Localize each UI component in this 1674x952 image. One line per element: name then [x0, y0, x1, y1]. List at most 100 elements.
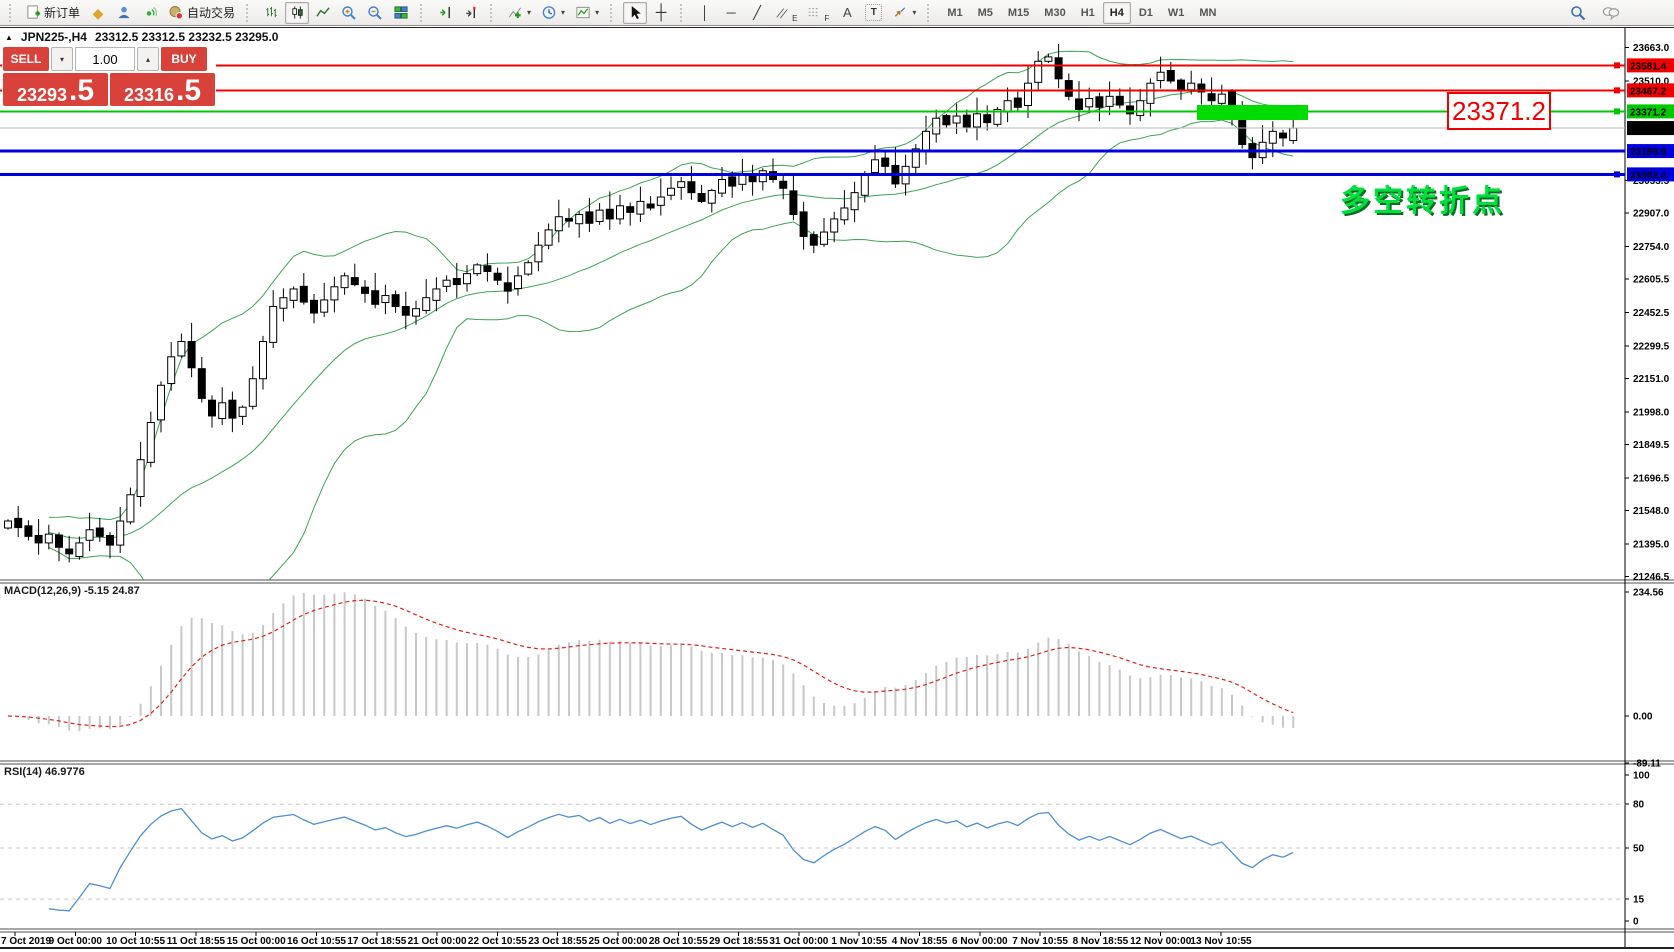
price-annotation-box[interactable]: 23371.2: [1447, 92, 1551, 130]
channel-letter: E: [792, 13, 798, 23]
volume-input[interactable]: [75, 47, 135, 71]
timeframe-H4[interactable]: H4: [1102, 1, 1131, 24]
price-marker-label: [1627, 58, 1674, 73]
price-marker-text: 23189.9: [1630, 147, 1667, 158]
search-button[interactable]: [1566, 2, 1590, 24]
timeframe-M5[interactable]: M5: [971, 2, 1000, 24]
axis-tick-label: 22605.5: [1633, 275, 1670, 286]
timeframe-M30[interactable]: M30: [1037, 2, 1072, 24]
arrows-tool-button[interactable]: ▾: [888, 2, 920, 24]
price-line-marker[interactable]: [1614, 62, 1620, 69]
axis-tick-label: 22299.5: [1633, 341, 1670, 352]
community-icon: [118, 6, 130, 19]
trendline-tool-button[interactable]: ╱: [745, 2, 769, 24]
price-marker-text: 23467.2: [1630, 86, 1667, 97]
community-button[interactable]: [112, 2, 136, 24]
timeframe-MN[interactable]: MN: [1192, 2, 1223, 24]
tile-windows-button[interactable]: [389, 2, 413, 24]
channel-tool-button[interactable]: E: [771, 2, 801, 24]
signals-button[interactable]: [138, 2, 162, 24]
cursor-tool-button[interactable]: [623, 1, 648, 24]
autotrading-button[interactable]: 自动交易: [164, 2, 239, 24]
market-button[interactable]: ◆: [86, 2, 110, 24]
toolbar-group-separator: [680, 3, 687, 22]
axis-tick-label: 21548.0: [1633, 506, 1670, 517]
bar-chart-button[interactable]: [259, 2, 283, 24]
zoom-out-icon: [368, 5, 382, 20]
time-tick-label: 16 Oct 10:55: [287, 936, 346, 947]
channel-icon: [776, 7, 788, 19]
arrows-icon: [895, 7, 906, 17]
timeframe-H1[interactable]: H1: [1074, 2, 1102, 24]
ask-frac: .5: [176, 74, 202, 107]
turning-point-annotation[interactable]: 多空转折点: [1340, 185, 1505, 218]
axis-tick-label: 234.56: [1633, 588, 1664, 599]
buy-button[interactable]: BUY: [161, 47, 207, 71]
chart-shift-button[interactable]: [459, 2, 483, 24]
collapse-marker-icon[interactable]: ▲: [5, 32, 13, 42]
autotrading-icon: [169, 6, 183, 20]
axis-tick-label: 22754.0: [1633, 242, 1670, 253]
text-label-tool-button[interactable]: T: [861, 2, 886, 24]
crosshair-tool-button[interactable]: ┼: [649, 2, 673, 24]
time-tick-label: 4 Nov 18:55: [892, 936, 948, 947]
volume-increase-button[interactable]: ▴: [137, 47, 159, 71]
new-order-button[interactable]: 新订单: [22, 2, 84, 24]
search-icon: [1571, 5, 1586, 20]
zoom-out-button[interactable]: [363, 2, 387, 24]
vertical-line-tool-button[interactable]: │: [693, 2, 717, 24]
axis-tick-label: 80: [1633, 800, 1645, 811]
text-tool-icon: A: [842, 5, 852, 20]
dropdown-caret-icon: ▾: [595, 8, 600, 17]
horizontal-line-tool-button[interactable]: ─: [719, 2, 743, 24]
toolbar-group-separator: [490, 3, 497, 22]
price-marker-label: [1627, 121, 1674, 136]
price-line-marker[interactable]: [1614, 87, 1620, 94]
timeframe-M15[interactable]: M15: [1001, 2, 1036, 24]
templates-button[interactable]: ▾: [571, 2, 603, 24]
bid-price[interactable]: 23293 .5: [3, 73, 108, 106]
zoom-in-button[interactable]: [337, 2, 361, 24]
time-tick-label: 13 Nov 10:55: [1190, 936, 1252, 947]
sell-button[interactable]: SELL: [3, 47, 49, 71]
gem-icon: ◆: [92, 4, 104, 21]
bar-chart-icon: [265, 6, 277, 18]
indicators-button[interactable]: ▾: [503, 2, 535, 24]
volume-decrease-button[interactable]: ▾: [51, 47, 73, 71]
zoom-in-icon: [342, 5, 356, 20]
macd-signal-line: [7, 599, 1294, 728]
text-tool-button[interactable]: A: [835, 2, 859, 24]
text-label-icon: T: [865, 4, 883, 21]
candles: [4, 44, 1298, 563]
price-marker-label: [1627, 144, 1674, 159]
time-tick-label: 17 Oct 18:55: [347, 936, 406, 947]
ask-price[interactable]: 23316 .5: [110, 73, 215, 106]
chat-button[interactable]: [1598, 2, 1624, 24]
periods-button[interactable]: ▾: [537, 2, 569, 24]
toolbar-group-separator: [927, 3, 934, 22]
price-line-marker[interactable]: [1614, 108, 1620, 115]
tile-windows-icon: [394, 6, 408, 19]
axis-tick-label: 23510.0: [1633, 77, 1670, 88]
template-icon: [576, 6, 590, 19]
auto-scroll-button[interactable]: [433, 2, 457, 24]
rsi-line: [48, 807, 1294, 912]
highlight-zone[interactable]: [1197, 105, 1308, 120]
line-chart-button[interactable]: [311, 2, 335, 24]
fibonacci-letter: F: [824, 13, 830, 23]
time-tick-label: 31 Oct 00:00: [769, 936, 828, 947]
trendline-icon: ╱: [753, 5, 761, 20]
time-tick-label: 7 Nov 10:55: [1012, 936, 1068, 947]
timeframe-group: M1 M5 M15 M30 H1 H4 D1 W1 MN: [940, 1, 1223, 24]
axis-tick-label: 22907.0: [1633, 209, 1670, 220]
timeframe-D1[interactable]: D1: [1132, 2, 1160, 24]
candlestick-chart-button[interactable]: [285, 1, 310, 24]
fibonacci-tool-button[interactable]: F: [803, 2, 833, 24]
timeframe-M1[interactable]: M1: [940, 2, 969, 24]
price-line-marker[interactable]: [1614, 171, 1620, 178]
timeframe-W1[interactable]: W1: [1161, 2, 1192, 24]
dropdown-caret-icon: ▾: [912, 8, 917, 17]
price-marker-text: 23581.4: [1630, 61, 1667, 72]
toolbar-group-separator: [9, 3, 16, 22]
